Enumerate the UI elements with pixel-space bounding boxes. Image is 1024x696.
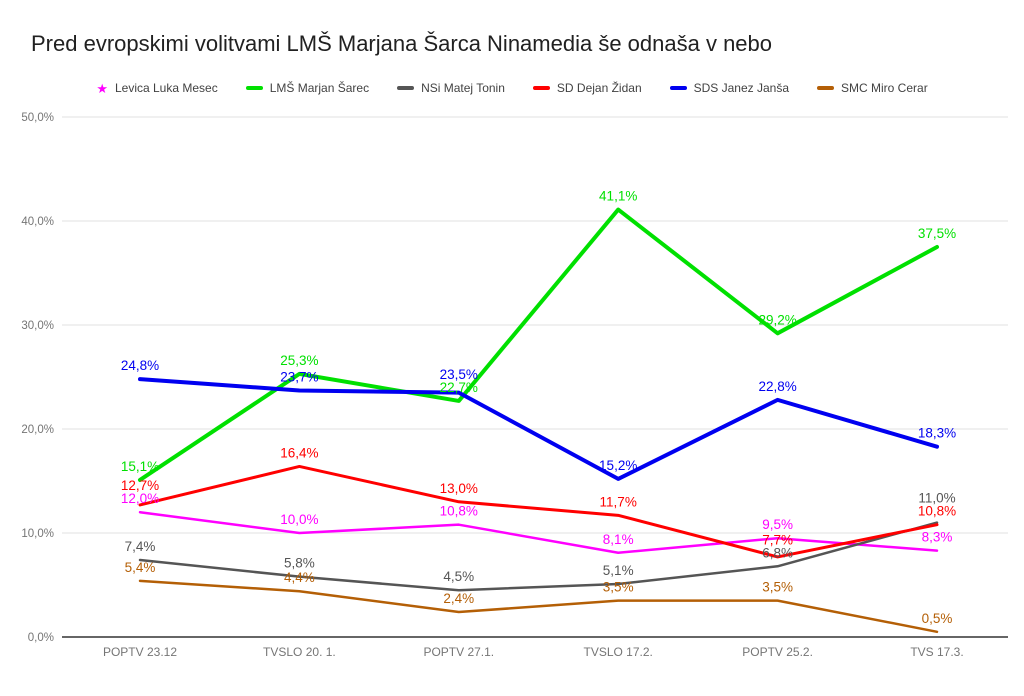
series-line-sds-janez-jan-a (138, 377, 939, 481)
data-label-lm-marjan-arec: 41,1% (599, 189, 637, 204)
data-label-lm-marjan-arec: 15,1% (121, 459, 159, 474)
legend-item-nsi-matej-tonin: NSi Matej Tonin (397, 81, 505, 95)
data-label-smc-miro-cerar: 5,4% (125, 560, 156, 575)
legend-label: SD Dejan Židan (556, 81, 642, 95)
legend-item-sd-dejan-idan: SD Dejan Židan (532, 81, 642, 95)
legend-label: Levica Luka Mesec (114, 81, 218, 95)
data-label-sd-dejan-idan: 7,7% (762, 532, 793, 547)
legend-label: LMŠ Marjan Šarec (269, 81, 370, 95)
data-label-sd-dejan-idan: 12,7% (121, 478, 159, 493)
data-label-nsi-matej-tonin: 6,8% (762, 545, 793, 560)
data-label-sds-janez-jan-a: 18,3% (918, 426, 956, 441)
y-axis-label: 0,0% (28, 632, 54, 644)
x-axis-label: POPTV 25.2. (742, 645, 813, 659)
x-axis-label: POPTV 27.1. (423, 645, 494, 659)
legend-item-lm-marjan-arec: LMŠ Marjan Šarec (245, 81, 370, 95)
data-label-nsi-matej-tonin: 5,8% (284, 556, 315, 571)
data-label-lm-marjan-arec: 29,2% (758, 312, 796, 327)
legend-item-smc-miro-cerar: SMC Miro Cerar (817, 81, 928, 95)
series-line-sd-dejan-idan (138, 464, 939, 559)
data-label-smc-miro-cerar: 3,5% (603, 580, 634, 595)
data-label-nsi-matej-tonin: 4,5% (443, 569, 474, 584)
series-line-lm-marjan-arec (138, 207, 939, 482)
chart-title: Pred evropskimi volitvami LMŠ Marjana Ša… (31, 31, 773, 56)
series-line-nsi-matej-tonin (138, 521, 939, 592)
data-label-sd-dejan-idan: 11,7% (600, 494, 637, 509)
legend-item-sds-janez-jan-a: SDS Janez Janša (669, 81, 790, 95)
data-label-smc-miro-cerar: 4,4% (284, 570, 315, 585)
data-label-nsi-matej-tonin: 11,0% (918, 491, 955, 506)
line-marker-icon (532, 86, 550, 90)
y-axis-label: 10,0% (21, 528, 54, 540)
data-label-sd-dejan-idan: 10,8% (918, 504, 956, 519)
legend-label: SDS Janez Janša (693, 81, 790, 95)
legend-item-levica-luka-mesec: ★ Levica Luka Mesec (96, 81, 217, 95)
x-axis-label: TVSLO 20. 1. (263, 645, 336, 659)
y-axis-label: 20,0% (21, 424, 54, 436)
data-label-sds-janez-jan-a: 23,5% (440, 367, 478, 382)
series-line-smc-miro-cerar (138, 579, 939, 634)
series-line-levica-luka-mesec (138, 510, 939, 555)
data-label-lm-marjan-arec: 22,7% (440, 380, 478, 395)
y-axis-label: 50,0% (21, 112, 54, 124)
line-marker-icon (397, 86, 415, 90)
data-label-levica-luka-mesec: 10,0% (280, 512, 318, 527)
data-label-levica-luka-mesec: 10,8% (440, 504, 478, 519)
data-label-levica-luka-mesec: 12,0% (121, 491, 159, 506)
x-axis-label: TVSLO 17.2. (584, 645, 653, 659)
legend-label: SMC Miro Cerar (841, 81, 928, 95)
data-label-nsi-matej-tonin: 5,1% (603, 563, 634, 578)
star-marker-icon: ★ (96, 80, 108, 96)
line-marker-icon (817, 86, 835, 90)
x-axis-label: TVS 17.3. (910, 645, 963, 659)
data-label-nsi-matej-tonin: 7,4% (125, 539, 156, 554)
data-label-sd-dejan-idan: 16,4% (280, 445, 318, 460)
y-axis-label: 30,0% (21, 320, 54, 332)
data-label-lm-marjan-arec: 25,3% (280, 353, 318, 368)
data-label-sd-dejan-idan: 13,0% (440, 481, 478, 496)
data-label-levica-luka-mesec: 8,3% (922, 530, 953, 545)
y-axis-label: 40,0% (21, 216, 54, 228)
line-marker-icon (245, 86, 263, 90)
data-label-levica-luka-mesec: 8,1% (603, 532, 634, 547)
data-label-sds-janez-jan-a: 15,2% (599, 458, 637, 473)
data-label-levica-luka-mesec: 9,5% (762, 517, 793, 532)
data-label-sds-janez-jan-a: 24,8% (121, 358, 159, 373)
legend: ★ Levica Luka Mesec LMŠ Marjan Šarec NSi Ma… (0, 81, 1024, 95)
data-label-smc-miro-cerar: 2,4% (443, 591, 474, 606)
data-label-sds-janez-jan-a: 23,7% (280, 370, 318, 385)
data-label-smc-miro-cerar: 0,5% (922, 611, 953, 626)
data-label-lm-marjan-arec: 37,5% (918, 226, 956, 241)
data-label-smc-miro-cerar: 3,5% (762, 580, 793, 595)
legend-label: NSi Matej Tonin (421, 81, 505, 95)
data-label-sds-janez-jan-a: 22,8% (758, 379, 796, 394)
x-axis-label: POPTV 23.12 (103, 645, 177, 659)
line-marker-icon (669, 86, 687, 90)
